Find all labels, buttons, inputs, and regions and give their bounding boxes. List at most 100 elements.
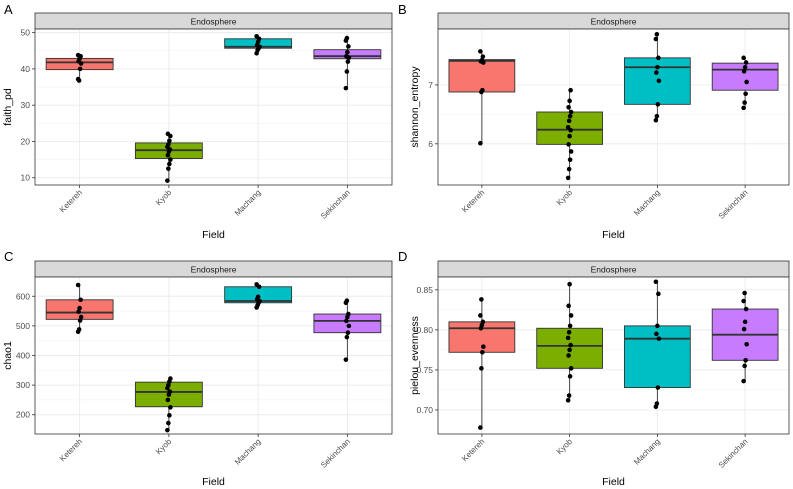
data-point bbox=[255, 294, 261, 300]
panel-letter: D bbox=[398, 249, 407, 264]
data-point bbox=[741, 378, 746, 384]
x-tick-label: Sekinchan bbox=[717, 437, 750, 470]
x-tick-label: Machang bbox=[233, 437, 263, 467]
data-point bbox=[343, 357, 349, 362]
data-point bbox=[344, 35, 350, 41]
data-point bbox=[344, 298, 350, 303]
data-point bbox=[481, 344, 486, 349]
data-point bbox=[655, 385, 661, 390]
data-point bbox=[567, 323, 573, 329]
data-point bbox=[76, 78, 82, 83]
panel-letter: C bbox=[4, 249, 13, 264]
panel-border bbox=[437, 276, 790, 435]
data-point bbox=[566, 142, 571, 147]
data-point bbox=[568, 87, 573, 93]
y-tick-label: 7 bbox=[428, 80, 433, 90]
y-tick-label: 200 bbox=[16, 410, 30, 420]
plot-area bbox=[438, 29, 789, 185]
data-point bbox=[77, 305, 82, 311]
data-point bbox=[568, 342, 573, 348]
data-point bbox=[741, 55, 746, 61]
data-point bbox=[654, 401, 660, 406]
data-point bbox=[743, 358, 748, 363]
box-kyob bbox=[536, 284, 603, 401]
data-point bbox=[566, 118, 572, 124]
y-tick-label: 0.85 bbox=[416, 285, 433, 295]
data-point bbox=[567, 157, 573, 162]
x-tick-label: Kyob bbox=[555, 437, 575, 457]
data-point bbox=[344, 69, 350, 74]
data-point bbox=[480, 54, 486, 59]
data-point bbox=[654, 70, 659, 75]
facet-strip-label: Endosphere bbox=[191, 265, 237, 275]
data-point bbox=[743, 306, 749, 312]
y-tick-label: 50 bbox=[21, 28, 31, 38]
data-point bbox=[165, 152, 171, 158]
y-tick-label: 20 bbox=[21, 136, 31, 146]
panel-letter: B bbox=[398, 2, 407, 17]
data-point bbox=[168, 157, 173, 162]
data-point bbox=[166, 166, 171, 171]
data-point bbox=[568, 366, 574, 371]
data-point bbox=[77, 66, 83, 72]
data-point bbox=[166, 382, 171, 388]
data-point bbox=[567, 374, 573, 379]
data-point bbox=[656, 78, 662, 84]
data-point bbox=[567, 347, 572, 353]
data-point bbox=[75, 282, 81, 288]
x-axis-title: Field bbox=[602, 229, 625, 241]
box-machang bbox=[624, 281, 691, 407]
data-point bbox=[567, 113, 573, 119]
data-point bbox=[478, 313, 483, 318]
data-point bbox=[743, 60, 749, 65]
data-point bbox=[742, 100, 747, 105]
data-point bbox=[344, 318, 349, 324]
x-tick-label: Sekinchan bbox=[717, 188, 750, 221]
data-point bbox=[741, 105, 746, 111]
x-axis-title: Field bbox=[202, 476, 225, 488]
y-tick-label: 0.70 bbox=[416, 405, 433, 415]
data-point bbox=[77, 318, 83, 323]
panel-C: C Endosphere 200 300 400 500 600 Ketereh Kyob Mac… bbox=[2, 249, 393, 488]
data-point bbox=[76, 327, 82, 332]
data-point bbox=[479, 57, 485, 63]
y-axis-title: chao1 bbox=[2, 341, 14, 370]
data-point bbox=[168, 376, 173, 381]
data-point bbox=[653, 117, 659, 123]
data-point bbox=[75, 52, 81, 58]
x-tick-label: Ketereh bbox=[58, 437, 84, 463]
data-point bbox=[346, 311, 351, 317]
data-point bbox=[742, 64, 748, 70]
data-point bbox=[78, 297, 83, 303]
data-point bbox=[655, 323, 660, 329]
data-point bbox=[741, 298, 746, 304]
data-point bbox=[165, 427, 170, 433]
data-point bbox=[566, 393, 572, 398]
y-axis-title: shannon_entropy bbox=[409, 66, 421, 148]
x-tick-label: Kyob bbox=[555, 188, 575, 208]
y-tick-label: 0.80 bbox=[416, 325, 433, 335]
x-tick-label: Ketereh bbox=[58, 188, 84, 214]
x-tick-label: Ketereh bbox=[460, 188, 486, 214]
data-point bbox=[742, 363, 747, 369]
data-point bbox=[345, 330, 351, 335]
data-point bbox=[566, 329, 572, 335]
y-tick-label: 40 bbox=[21, 64, 31, 74]
data-point bbox=[567, 98, 572, 104]
data-point bbox=[479, 297, 484, 302]
data-point bbox=[568, 313, 574, 318]
data-point bbox=[480, 87, 485, 93]
data-point bbox=[744, 341, 749, 347]
data-point bbox=[567, 281, 572, 287]
x-tick-label: Machang bbox=[632, 188, 662, 218]
data-point bbox=[656, 336, 662, 341]
data-point bbox=[254, 33, 259, 39]
data-point bbox=[565, 398, 571, 403]
x-tick-label: Sekinchan bbox=[319, 437, 352, 470]
data-point bbox=[344, 334, 350, 340]
data-point bbox=[565, 125, 571, 130]
x-tick-label: Sekinchan bbox=[319, 188, 352, 221]
y-axis-title: faith_pd bbox=[2, 88, 14, 126]
x-tick-label: Machang bbox=[632, 437, 662, 467]
data-point bbox=[741, 69, 747, 74]
